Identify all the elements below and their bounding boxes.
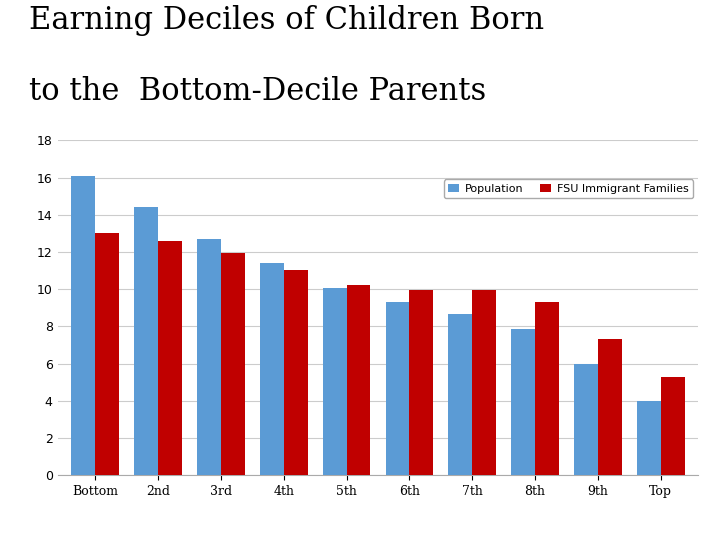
Bar (221, 253, 245, 475)
Bar (598, 340, 622, 475)
Bar (535, 302, 559, 475)
Bar (197, 239, 221, 475)
Legend: Population, FSU Immigrant Families: Population, FSU Immigrant Families (444, 179, 693, 198)
Bar (661, 376, 685, 475)
Bar (385, 302, 410, 475)
Bar (95, 233, 120, 475)
Bar (346, 286, 371, 475)
Text: to the  Bottom-Decile Parents: to the Bottom-Decile Parents (29, 76, 486, 106)
Text: Earning Deciles of Children Born: Earning Deciles of Children Born (29, 5, 544, 36)
Bar (134, 207, 158, 475)
Bar (472, 290, 496, 475)
Bar (410, 290, 433, 475)
Bar (158, 241, 182, 475)
Bar (636, 401, 661, 475)
Bar (71, 176, 95, 475)
Bar (323, 288, 346, 475)
Bar (284, 269, 307, 475)
Bar (449, 314, 472, 475)
Bar (574, 363, 598, 475)
Bar (260, 263, 284, 475)
Bar (511, 329, 535, 475)
